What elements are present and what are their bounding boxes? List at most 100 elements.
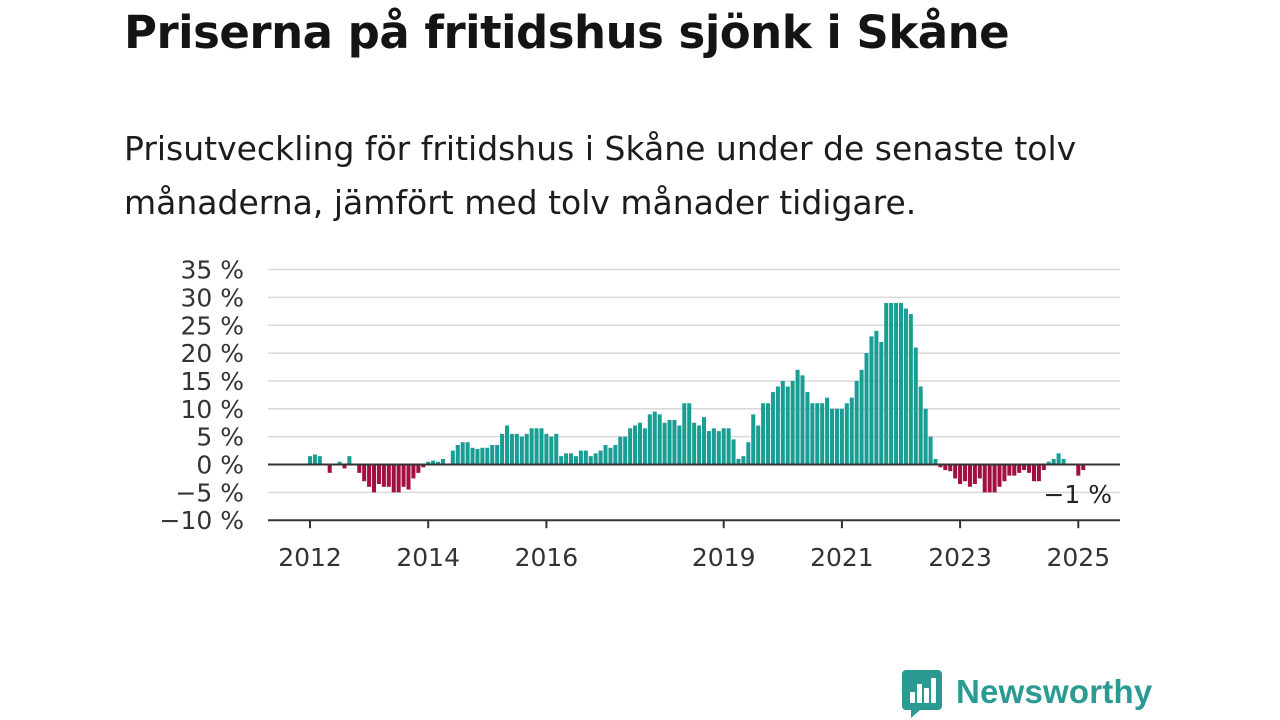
bar <box>593 453 598 465</box>
bar <box>623 436 628 465</box>
grid-lines <box>268 268 1120 494</box>
bar <box>933 458 938 465</box>
bar <box>721 428 726 465</box>
bar <box>830 408 835 465</box>
bar <box>958 464 963 484</box>
bar <box>795 369 800 465</box>
bar <box>967 464 972 487</box>
x-axis-labels: 2012 2014 2016 2019 2021 2023 2025 <box>278 543 1110 572</box>
bar <box>583 450 588 465</box>
bar <box>894 302 899 465</box>
y-tick-label: 5 % <box>196 423 244 452</box>
bar <box>485 447 490 465</box>
bar <box>682 403 687 465</box>
bar <box>431 460 436 465</box>
bar <box>1056 453 1061 465</box>
bar <box>963 464 968 482</box>
bar <box>524 433 529 465</box>
bar <box>746 442 751 465</box>
x-tick-label: 2021 <box>810 543 874 572</box>
bar <box>780 380 785 465</box>
bar <box>972 464 977 484</box>
bar <box>1031 464 1036 482</box>
bar <box>825 397 830 465</box>
x-tick-label: 2016 <box>515 543 579 572</box>
bar <box>913 347 918 465</box>
bar <box>923 408 928 465</box>
bar <box>834 408 839 465</box>
bar <box>859 369 864 465</box>
bar <box>839 408 844 465</box>
bar <box>1036 464 1041 482</box>
bar <box>559 456 564 465</box>
bar <box>697 425 702 465</box>
bar <box>509 433 514 465</box>
bar <box>928 436 933 465</box>
bar <box>908 314 913 465</box>
bar <box>578 450 583 465</box>
bar <box>411 464 416 479</box>
newsworthy-logo-icon <box>902 670 942 718</box>
bar <box>312 454 317 465</box>
last-value-annotation: −1 % <box>1043 480 1112 509</box>
bar <box>997 464 1002 487</box>
bar <box>357 464 362 473</box>
bar <box>391 464 396 493</box>
bar <box>588 456 593 465</box>
bar <box>731 439 736 465</box>
bar <box>766 403 771 465</box>
bar <box>637 422 642 465</box>
bar <box>406 464 411 490</box>
bar <box>879 341 884 465</box>
bar <box>347 456 352 465</box>
bar <box>1076 464 1081 476</box>
bar <box>514 433 519 465</box>
bar <box>652 411 657 465</box>
bar <box>677 425 682 465</box>
bar <box>401 464 406 487</box>
bar <box>800 375 805 465</box>
bar <box>1027 464 1032 473</box>
bar <box>573 456 578 465</box>
bar <box>726 428 731 465</box>
bar <box>628 428 633 465</box>
bar <box>918 386 923 465</box>
bar <box>544 433 549 465</box>
bar <box>421 464 426 468</box>
bar <box>948 464 953 472</box>
bar <box>903 308 908 465</box>
bar <box>869 336 874 465</box>
bar <box>436 461 441 465</box>
x-tick-label: 2019 <box>692 543 756 572</box>
y-tick-label: 10 % <box>180 395 244 424</box>
bar <box>1017 464 1022 473</box>
bar <box>943 464 948 471</box>
bar <box>504 425 510 465</box>
bar <box>598 450 603 465</box>
bar <box>889 302 894 465</box>
bar <box>608 447 613 465</box>
bar <box>465 442 470 465</box>
chart-title: Priserna på fritidshus sjönk i Skåne <box>124 6 1010 59</box>
bar <box>1022 464 1027 471</box>
bar <box>603 445 608 465</box>
bar <box>761 403 766 465</box>
bar <box>381 464 386 487</box>
bar <box>1061 458 1066 465</box>
bar <box>342 464 347 469</box>
y-tick-label: 20 % <box>180 339 244 368</box>
y-tick-label: 35 % <box>180 256 244 285</box>
bar <box>633 425 638 465</box>
x-tick-label: 2025 <box>1046 543 1110 572</box>
bar <box>770 392 775 465</box>
bar <box>327 464 332 473</box>
bar <box>790 380 795 465</box>
y-tick-label: 25 % <box>180 311 244 340</box>
bar <box>657 414 662 465</box>
bar <box>455 445 460 465</box>
bar <box>982 464 987 493</box>
bar <box>337 461 342 465</box>
y-tick-label: 15 % <box>180 367 244 396</box>
bar <box>613 445 618 465</box>
